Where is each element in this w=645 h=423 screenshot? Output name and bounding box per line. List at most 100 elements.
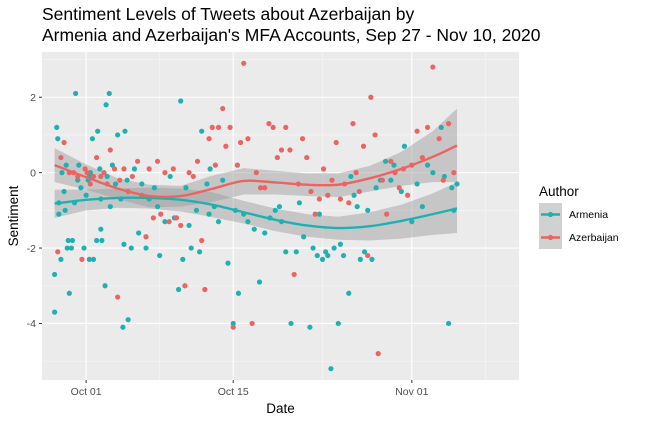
data-point-azerbaijan bbox=[353, 170, 359, 176]
data-point-azerbaijan bbox=[173, 215, 180, 221]
data-point-azerbaijan bbox=[58, 154, 64, 161]
data-point-armenia bbox=[68, 245, 75, 251]
x-axis-title: Date bbox=[266, 401, 295, 416]
data-point-armenia bbox=[319, 256, 326, 262]
data-point-azerbaijan bbox=[206, 136, 212, 142]
data-point-armenia bbox=[115, 132, 121, 138]
data-point-azerbaijan bbox=[266, 121, 272, 127]
data-point-azerbaijan bbox=[430, 64, 436, 70]
data-point-azerbaijan bbox=[388, 158, 394, 164]
data-point-armenia bbox=[430, 170, 436, 176]
data-point-armenia bbox=[235, 290, 242, 296]
data-point-armenia bbox=[206, 211, 212, 217]
data-point-azerbaijan bbox=[350, 121, 356, 127]
data-point-azerbaijan bbox=[170, 166, 176, 172]
x-tick-label: Oct 01 bbox=[71, 386, 102, 398]
data-point-armenia bbox=[59, 170, 65, 176]
data-point-azerbaijan bbox=[90, 173, 97, 180]
data-point-armenia bbox=[120, 324, 126, 330]
y-tick-label: -2 bbox=[27, 243, 36, 255]
data-point-armenia bbox=[175, 286, 182, 293]
data-point-armenia bbox=[414, 181, 420, 187]
data-point-azerbaijan bbox=[115, 294, 121, 300]
data-point-azerbaijan bbox=[158, 211, 164, 217]
smooth-line-azerbaijan bbox=[54, 144, 458, 199]
data-point-azerbaijan bbox=[325, 192, 331, 198]
data-point-armenia bbox=[186, 222, 192, 229]
data-point-armenia bbox=[81, 245, 87, 251]
data-point-armenia bbox=[288, 320, 294, 327]
data-point-armenia bbox=[272, 207, 278, 213]
data-point-azerbaijan bbox=[329, 177, 335, 183]
chart-title-line1: Sentiment Levels of Tweets about Azerbai… bbox=[42, 4, 415, 24]
data-point-armenia bbox=[373, 185, 379, 191]
data-point-azerbaijan bbox=[270, 124, 276, 131]
data-point-azerbaijan bbox=[117, 177, 123, 183]
data-point-armenia bbox=[424, 162, 431, 168]
data-point-armenia bbox=[409, 219, 415, 225]
data-point-armenia bbox=[251, 226, 257, 232]
data-point-armenia bbox=[124, 177, 130, 183]
data-point-armenia bbox=[64, 245, 70, 251]
data-point-azerbaijan bbox=[283, 124, 289, 131]
data-point-armenia bbox=[143, 245, 149, 251]
data-point-azerbaijan bbox=[212, 162, 218, 168]
data-point-armenia bbox=[131, 166, 138, 172]
data-point-armenia bbox=[391, 162, 397, 168]
data-point-azerbaijan bbox=[220, 105, 226, 112]
legend-label-azerbaijan: Azerbaijan bbox=[569, 232, 619, 244]
data-point-azerbaijan bbox=[451, 170, 457, 176]
data-point-armenia bbox=[354, 203, 360, 210]
data-point-armenia bbox=[112, 181, 119, 187]
data-point-azerbaijan bbox=[316, 196, 322, 202]
data-point-azerbaijan bbox=[346, 200, 352, 206]
y-tick-label: -4 bbox=[27, 318, 36, 330]
data-point-armenia bbox=[162, 219, 168, 225]
data-point-armenia bbox=[193, 207, 200, 213]
data-point-armenia bbox=[128, 245, 134, 251]
data-point-azerbaijan bbox=[360, 143, 367, 149]
data-point-azerbaijan bbox=[237, 139, 244, 146]
data-point-armenia bbox=[225, 260, 231, 266]
data-point-azerbaijan bbox=[186, 170, 192, 176]
data-point-azerbaijan bbox=[440, 177, 446, 183]
data-point-armenia bbox=[314, 252, 320, 259]
data-point-azerbaijan bbox=[84, 170, 90, 176]
data-point-armenia bbox=[94, 237, 100, 244]
y-tick-label: 0 bbox=[30, 167, 36, 179]
data-point-armenia bbox=[52, 271, 58, 278]
data-point-armenia bbox=[69, 237, 76, 244]
data-point-azerbaijan bbox=[241, 60, 247, 66]
data-point-azerbaijan bbox=[253, 170, 259, 176]
data-point-azerbaijan bbox=[291, 271, 297, 278]
y-axis-title: Sentiment bbox=[6, 185, 21, 246]
data-point-armenia bbox=[62, 207, 68, 213]
data-point-azerbaijan bbox=[162, 170, 168, 176]
data-point-armenia bbox=[310, 245, 316, 251]
data-point-armenia bbox=[293, 249, 299, 255]
data-point-armenia bbox=[125, 317, 131, 323]
data-point-armenia bbox=[388, 177, 394, 183]
data-point-armenia bbox=[157, 252, 163, 259]
data-point-armenia bbox=[78, 185, 84, 191]
data-point-azerbaijan bbox=[121, 166, 127, 172]
data-point-azerbaijan bbox=[94, 154, 100, 161]
data-point-azerbaijan bbox=[98, 173, 104, 180]
data-point-azerbaijan bbox=[79, 256, 85, 262]
data-point-armenia bbox=[55, 136, 61, 142]
data-point-azerbaijan bbox=[414, 128, 420, 134]
data-point-armenia bbox=[121, 241, 127, 247]
data-point-armenia bbox=[307, 324, 313, 330]
data-point-armenia bbox=[180, 256, 186, 262]
data-point-azerbaijan bbox=[287, 147, 293, 153]
data-point-armenia bbox=[73, 90, 79, 97]
data-point-armenia bbox=[230, 320, 236, 327]
data-point-armenia bbox=[98, 226, 104, 232]
data-point-armenia bbox=[52, 309, 58, 315]
y-tick-label: 2 bbox=[30, 92, 36, 104]
data-point-azerbaijan bbox=[199, 237, 205, 244]
data-point-armenia bbox=[106, 90, 112, 97]
data-point-azerbaijan bbox=[182, 283, 188, 289]
data-point-armenia bbox=[76, 162, 82, 168]
